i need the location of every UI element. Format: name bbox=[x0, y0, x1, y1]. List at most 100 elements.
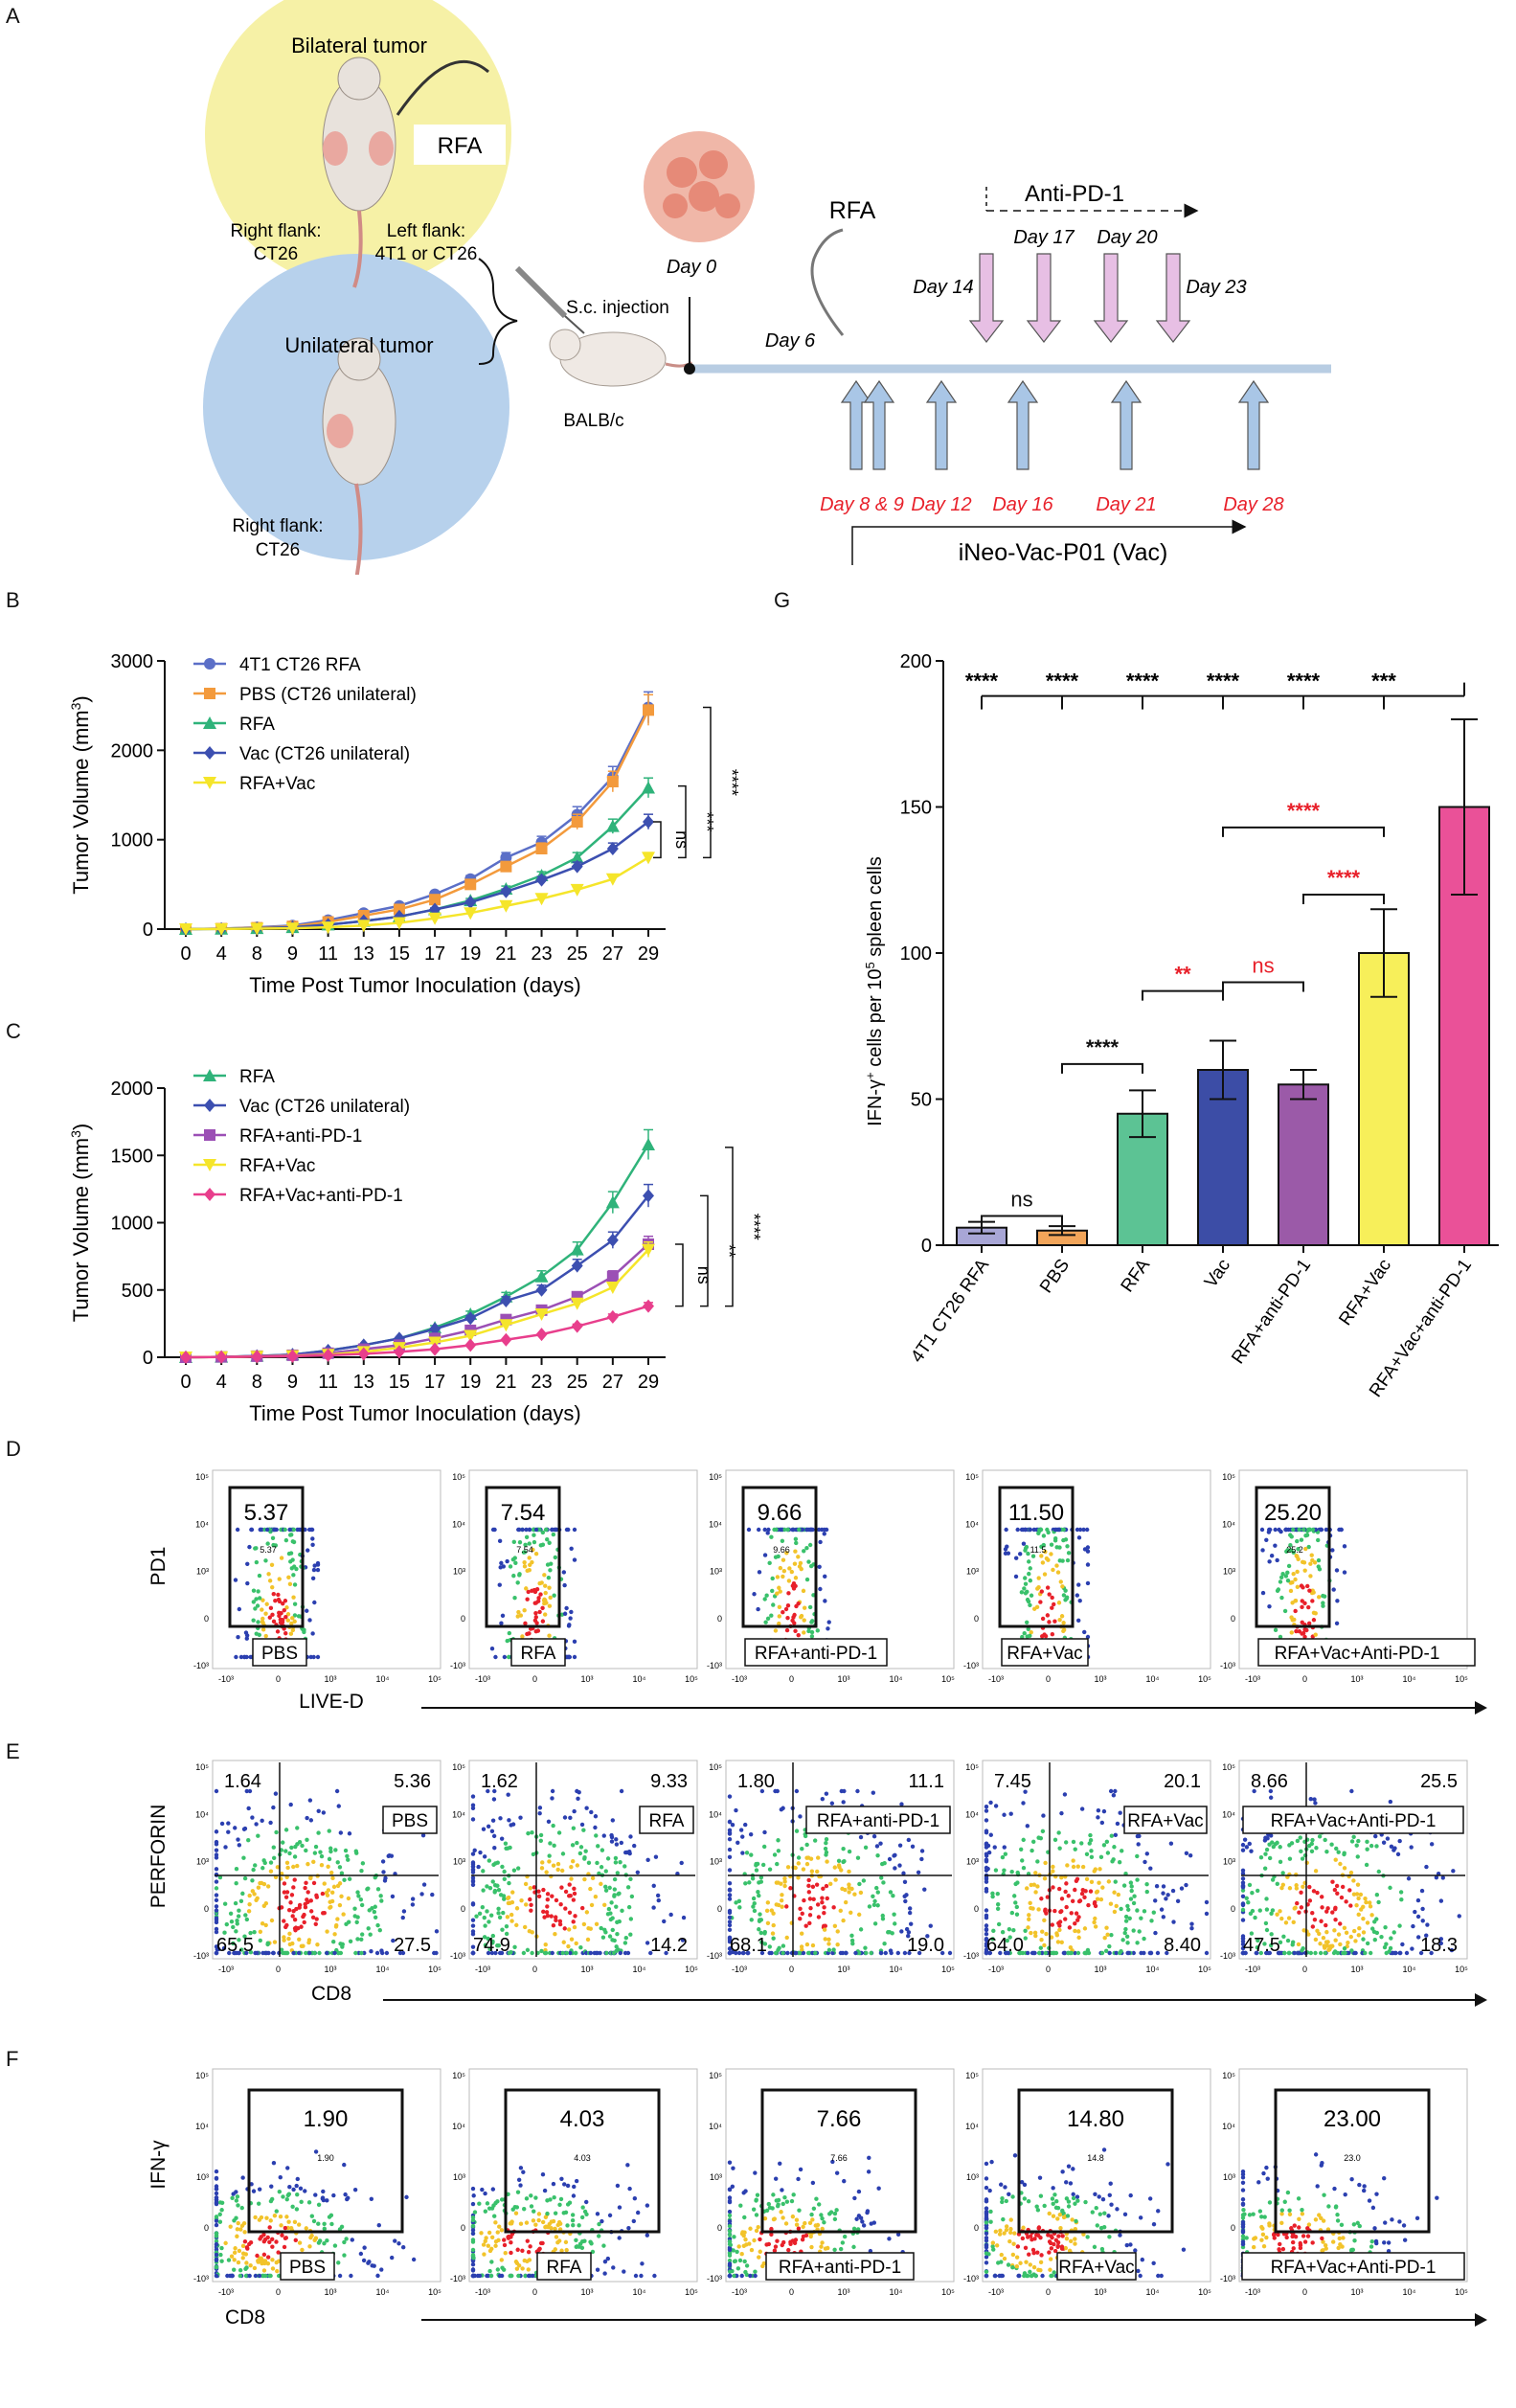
f-event-dot bbox=[571, 2193, 577, 2198]
d-event-dot bbox=[781, 1557, 786, 1562]
d-event-dot bbox=[1076, 1535, 1082, 1540]
e-event-dot bbox=[984, 1805, 989, 1809]
e-event-dot bbox=[896, 1825, 902, 1829]
d-event-dot bbox=[1037, 1591, 1043, 1597]
c-xtick-label: 27 bbox=[602, 1372, 623, 1393]
b-legend-label: RFA+Vac bbox=[239, 774, 315, 794]
f-event-dot bbox=[480, 2187, 485, 2192]
f-event-dot bbox=[326, 2273, 331, 2279]
e-event-dot bbox=[1296, 1950, 1301, 1956]
c-legend-marker bbox=[204, 1099, 215, 1112]
d-event-dot bbox=[238, 1654, 244, 1660]
d-event-dot bbox=[1319, 1654, 1324, 1660]
e-event-dot bbox=[1349, 1839, 1355, 1844]
d-event-dot bbox=[1295, 1569, 1300, 1575]
d-event-dot bbox=[1260, 1590, 1266, 1596]
d-event-dot bbox=[770, 1588, 775, 1594]
d-event-dot bbox=[539, 1654, 544, 1660]
e-event-dot bbox=[1018, 1950, 1023, 1956]
f-event-dot bbox=[1061, 2246, 1066, 2251]
d-event-dot bbox=[800, 1654, 805, 1660]
e-event-dot bbox=[486, 1920, 491, 1924]
f-event-dot bbox=[866, 2169, 871, 2174]
c-point bbox=[535, 1283, 548, 1297]
f-event-dot bbox=[482, 2252, 486, 2257]
d-event-dot bbox=[1289, 1534, 1294, 1539]
e-event-dot bbox=[1070, 1898, 1075, 1904]
e-event-dot bbox=[246, 1838, 251, 1843]
f-event-dot bbox=[1048, 2267, 1052, 2272]
d-event-dot bbox=[1027, 1654, 1032, 1660]
e-event-dot bbox=[1084, 1876, 1090, 1882]
f-event-dot bbox=[292, 2219, 298, 2225]
f-event-dot bbox=[609, 2230, 614, 2235]
d-event-dot bbox=[257, 1573, 262, 1579]
d-gate-box bbox=[485, 1486, 561, 1628]
e-event-dot bbox=[771, 1911, 776, 1916]
f-event-dot bbox=[245, 2246, 250, 2251]
b-point bbox=[250, 921, 264, 935]
d-x-tick-label: 0 bbox=[532, 1674, 537, 1684]
f-event-dot bbox=[1008, 2217, 1013, 2222]
e-event-dot bbox=[814, 1950, 820, 1956]
d-event-dot bbox=[521, 1654, 527, 1660]
e-event-dot bbox=[345, 1853, 350, 1859]
d-event-dot bbox=[1063, 1588, 1068, 1593]
e-event-dot bbox=[984, 1857, 989, 1863]
f-event-dot bbox=[244, 2245, 250, 2250]
e-event-dot bbox=[822, 1910, 826, 1916]
e-event-dot bbox=[1265, 1836, 1270, 1841]
e-event-dot bbox=[1036, 1950, 1042, 1956]
e-event-dot bbox=[1388, 1799, 1393, 1805]
d-event-dot bbox=[254, 1631, 259, 1636]
e-event-dot bbox=[593, 1825, 598, 1830]
d-x-tick-label: 0 bbox=[276, 1674, 281, 1684]
f-event-dot bbox=[502, 2242, 508, 2248]
d-event-dot bbox=[311, 1567, 317, 1573]
d-event-dot bbox=[795, 1654, 801, 1660]
f-event-dot bbox=[291, 2187, 296, 2192]
d-event-dot bbox=[1018, 1552, 1023, 1556]
f-event-dot bbox=[238, 2227, 243, 2232]
d-event-dot bbox=[1296, 1654, 1301, 1660]
e-event-dot bbox=[279, 1872, 284, 1876]
d-event-dot bbox=[513, 1654, 519, 1660]
c-point bbox=[643, 1238, 654, 1250]
d-event-dot bbox=[791, 1586, 797, 1591]
e-event-dot bbox=[338, 1830, 344, 1835]
f-y-tick-label: 0 bbox=[974, 2223, 979, 2233]
d-event-dot bbox=[1302, 1568, 1307, 1573]
d-event-dot bbox=[1302, 1601, 1307, 1605]
e-event-dot bbox=[1291, 1950, 1296, 1956]
d-event-dot bbox=[786, 1591, 791, 1596]
e-event-dot bbox=[1080, 1864, 1086, 1870]
f-event-dot bbox=[234, 2215, 238, 2220]
d-event-dot bbox=[775, 1591, 780, 1596]
e-event-dot bbox=[214, 1908, 219, 1913]
d-event-dot bbox=[1043, 1639, 1049, 1644]
f-event-dot bbox=[214, 2242, 219, 2247]
e-event-dot bbox=[1263, 1835, 1268, 1840]
f-x-tick-label: 10³ bbox=[324, 2287, 336, 2297]
e-event-dot bbox=[1328, 1943, 1333, 1949]
e-event-dot bbox=[353, 1950, 358, 1956]
f-event-dot bbox=[509, 2219, 514, 2224]
f-event-dot bbox=[984, 2161, 989, 2167]
e-event-dot bbox=[1059, 1874, 1064, 1880]
e-event-dot bbox=[312, 1950, 317, 1956]
e-event-dot bbox=[1287, 1950, 1292, 1956]
e-event-dot bbox=[397, 1950, 403, 1956]
d-event-dot bbox=[260, 1654, 264, 1660]
f-event-dot bbox=[276, 2230, 281, 2236]
d-event-dot bbox=[1041, 1542, 1047, 1548]
e-event-dot bbox=[1333, 1918, 1338, 1922]
f-event-dot bbox=[533, 2222, 538, 2227]
e-event-dot bbox=[1305, 1950, 1310, 1955]
d-event-dot bbox=[817, 1564, 822, 1569]
d-event-dot bbox=[1300, 1631, 1304, 1636]
e-event-dot bbox=[529, 1902, 533, 1907]
f-event-dot bbox=[772, 2248, 778, 2253]
e-event-dot bbox=[1356, 1838, 1361, 1844]
f-event-dot bbox=[771, 2216, 777, 2222]
d-event-dot bbox=[1050, 1641, 1054, 1647]
